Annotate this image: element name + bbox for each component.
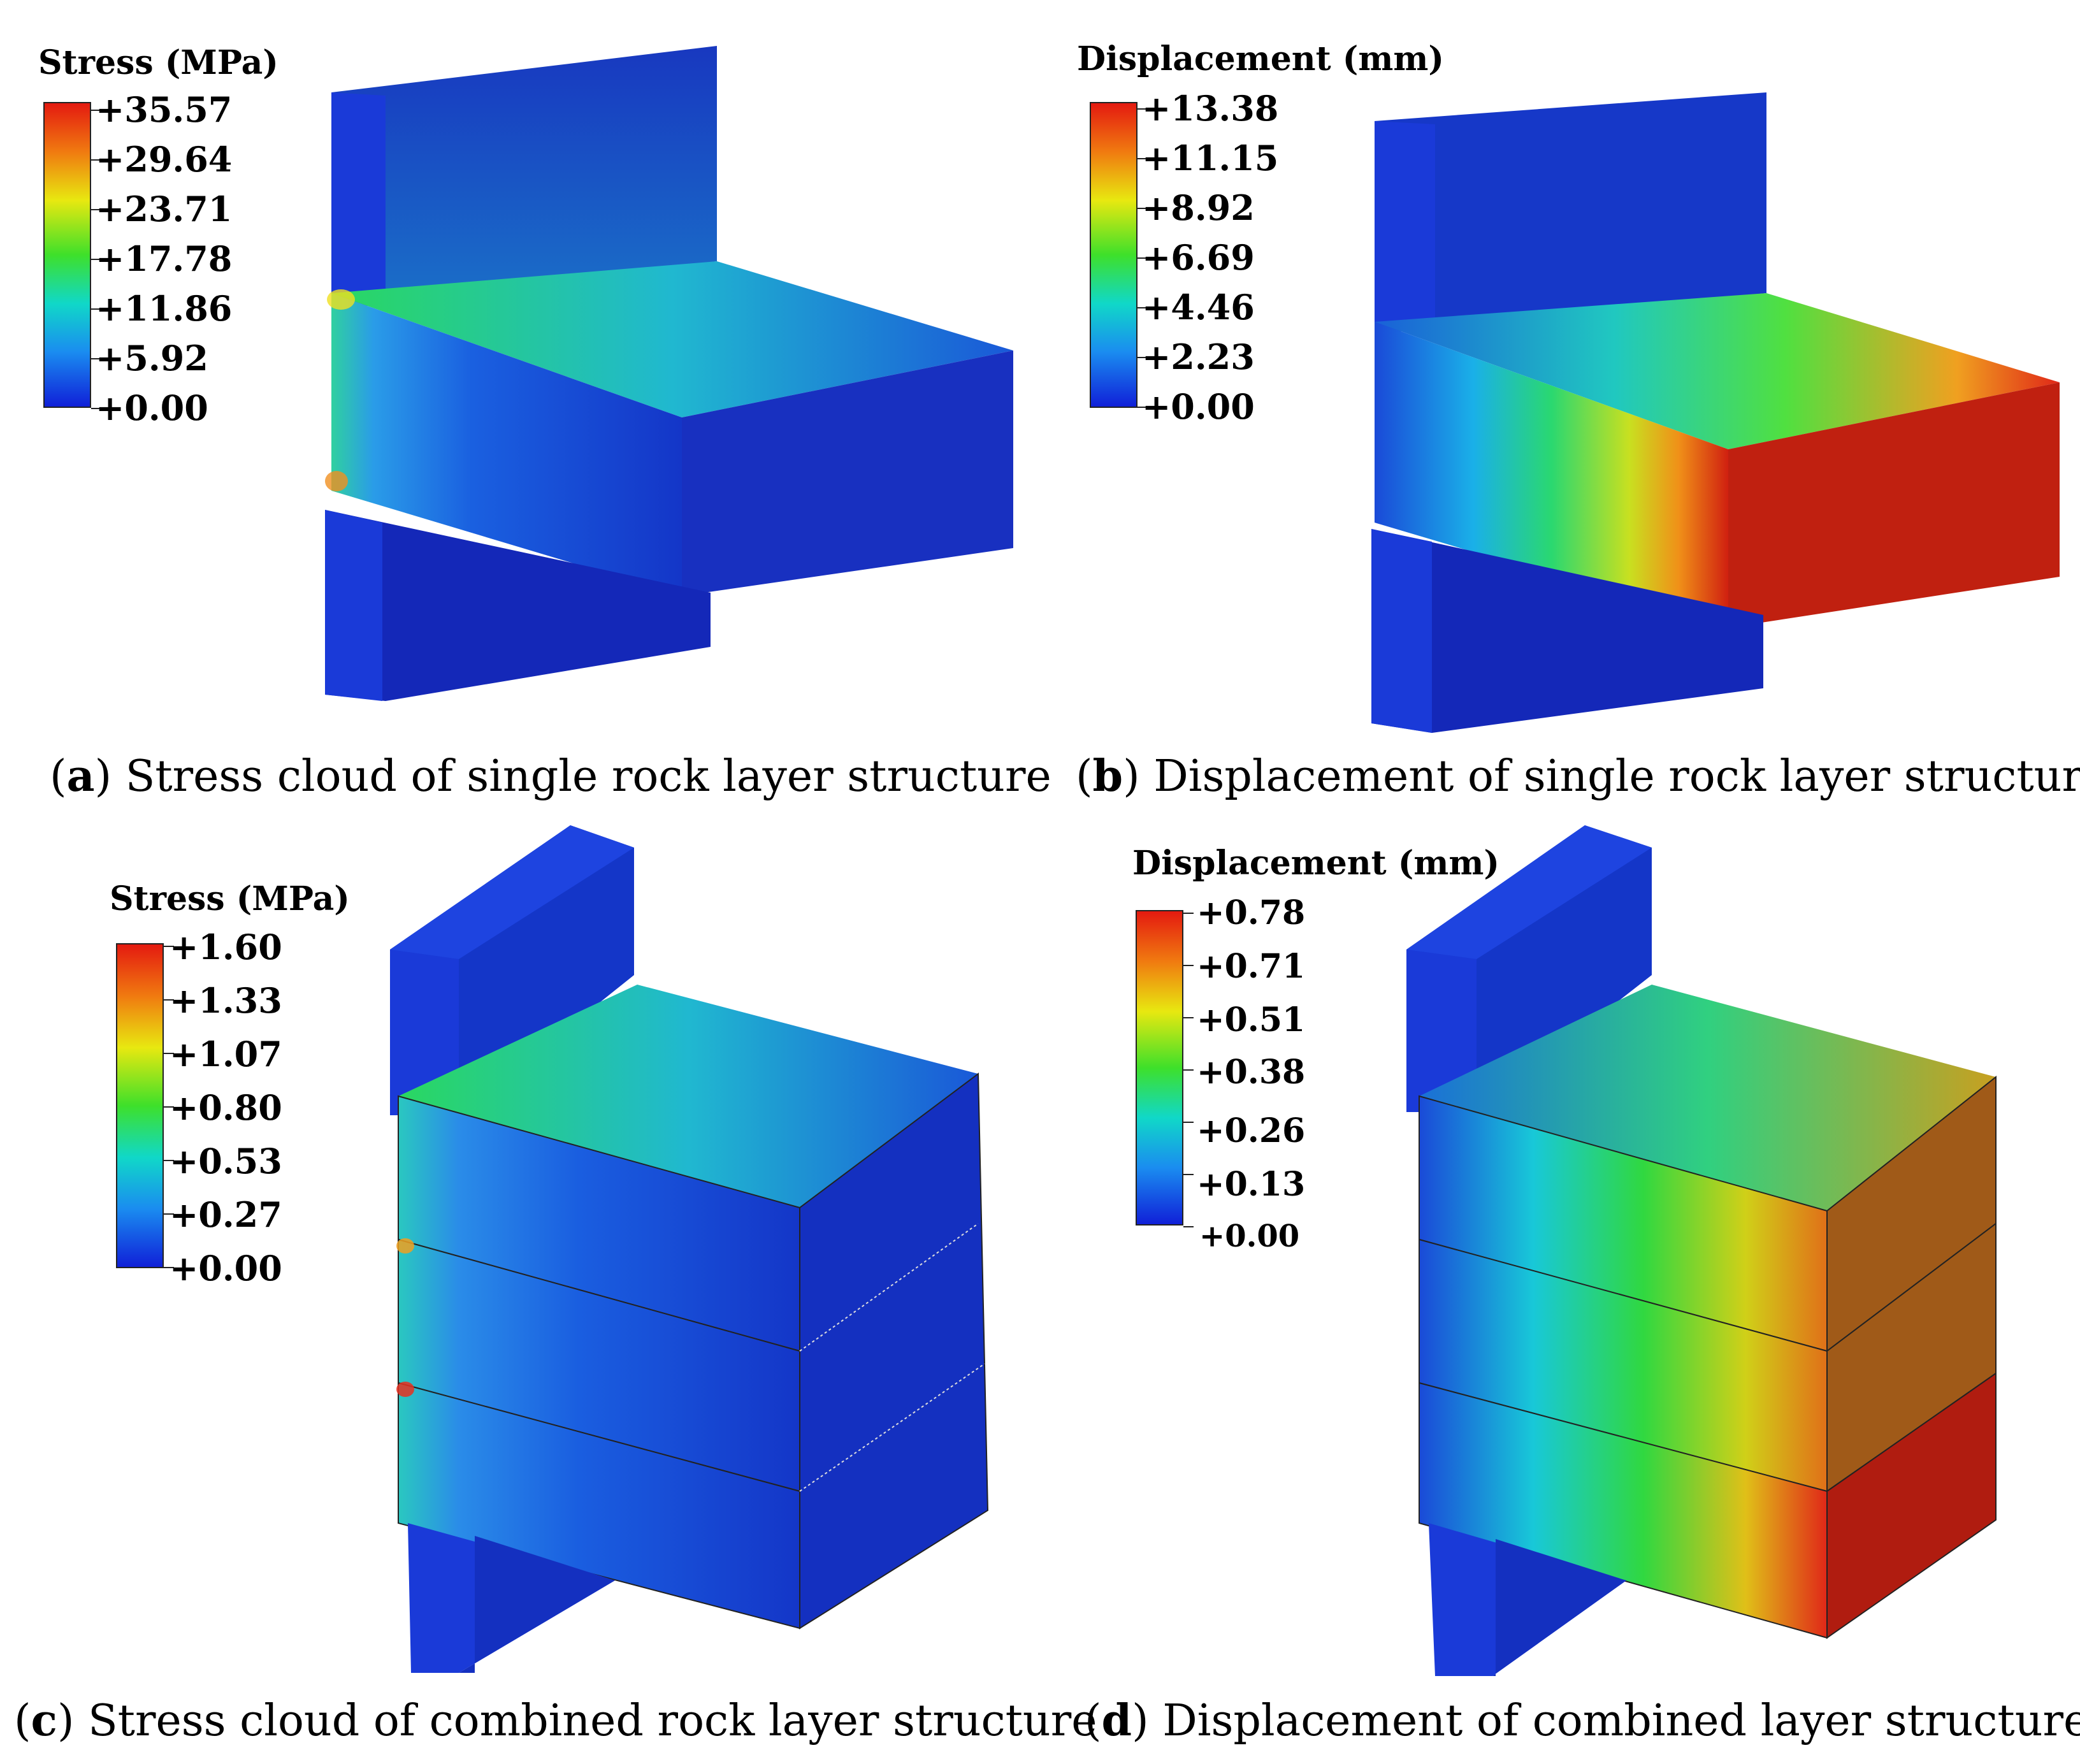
tick-label: +4.46 [1142, 287, 1255, 328]
legend-title: Displacement (mm) [1077, 40, 1444, 78]
tick-label: +2.23 [1142, 336, 1255, 377]
tick-label: +0.53 [170, 1141, 282, 1182]
stress-model-combined-layers [390, 825, 989, 1673]
tick-label: +0.80 [170, 1087, 282, 1128]
caption: (a) Stress cloud of single rock layer st… [50, 751, 1051, 802]
tick-label: +1.60 [170, 927, 282, 967]
tick-label: +0.00 [1199, 1218, 1300, 1254]
caption: (c) Stress cloud of combined rock layer … [14, 1695, 1097, 1746]
tick-label: +35.57 [96, 89, 233, 130]
tick-label: +0.71 [1197, 947, 1306, 986]
tick-label: +17.78 [96, 238, 233, 279]
tick-label: +1.33 [170, 980, 282, 1021]
panel-d: Displacement (mm) +0.78 +0.71 +0.51 +0.3… [1040, 816, 2080, 1764]
color-bar [116, 943, 164, 1268]
tick-label: +11.86 [96, 288, 233, 329]
tick-label: +0.00 [170, 1248, 282, 1289]
tick-label: +0.38 [1197, 1053, 1306, 1092]
tick-label: +11.15 [1142, 138, 1279, 178]
tick-label: +6.69 [1142, 237, 1255, 278]
tick-label: +0.26 [1197, 1111, 1306, 1150]
panel-c: Stress (MPa) +1.60 +1.33 +1.07 +0.80 +0.… [0, 816, 1097, 1764]
tick-label: +5.92 [96, 338, 208, 379]
tick-label: +23.71 [96, 189, 233, 229]
stress-model-single-layer [325, 46, 1013, 701]
panel-a: Stress (MPa) +35.57 +29.64 +23.71 +17.78… [0, 0, 1051, 816]
tick-label: +0.13 [1197, 1165, 1306, 1204]
legend-title: Stress (MPa) [110, 879, 350, 918]
tick-label: +8.92 [1142, 187, 1255, 228]
legend-title: Displacement (mm) [1132, 844, 1499, 883]
tick-label: +0.00 [1142, 386, 1255, 427]
caption: (b) Displacement of single rock layer st… [1076, 751, 2080, 802]
displacement-model-single-layer [1371, 92, 2060, 733]
color-bar [1090, 102, 1138, 408]
tick-label: +0.51 [1197, 1001, 1306, 1039]
displacement-model-combined-layers [1406, 825, 1997, 1676]
color-bar [43, 102, 91, 408]
panel-b: Displacement (mm) +13.38 +11.15 +8.92 +6… [1040, 0, 2080, 816]
caption: (d) Displacement of combined layer struc… [1085, 1695, 2080, 1746]
tick-label: +0.27 [170, 1194, 282, 1235]
tick-label: +13.38 [1142, 88, 1279, 129]
color-bar [1136, 910, 1183, 1225]
tick-label: +0.78 [1197, 893, 1306, 932]
tick-label: +29.64 [96, 139, 233, 180]
tick-label: +0.00 [96, 387, 208, 428]
legend-title: Stress (MPa) [38, 43, 278, 82]
tick-label: +1.07 [170, 1034, 282, 1074]
